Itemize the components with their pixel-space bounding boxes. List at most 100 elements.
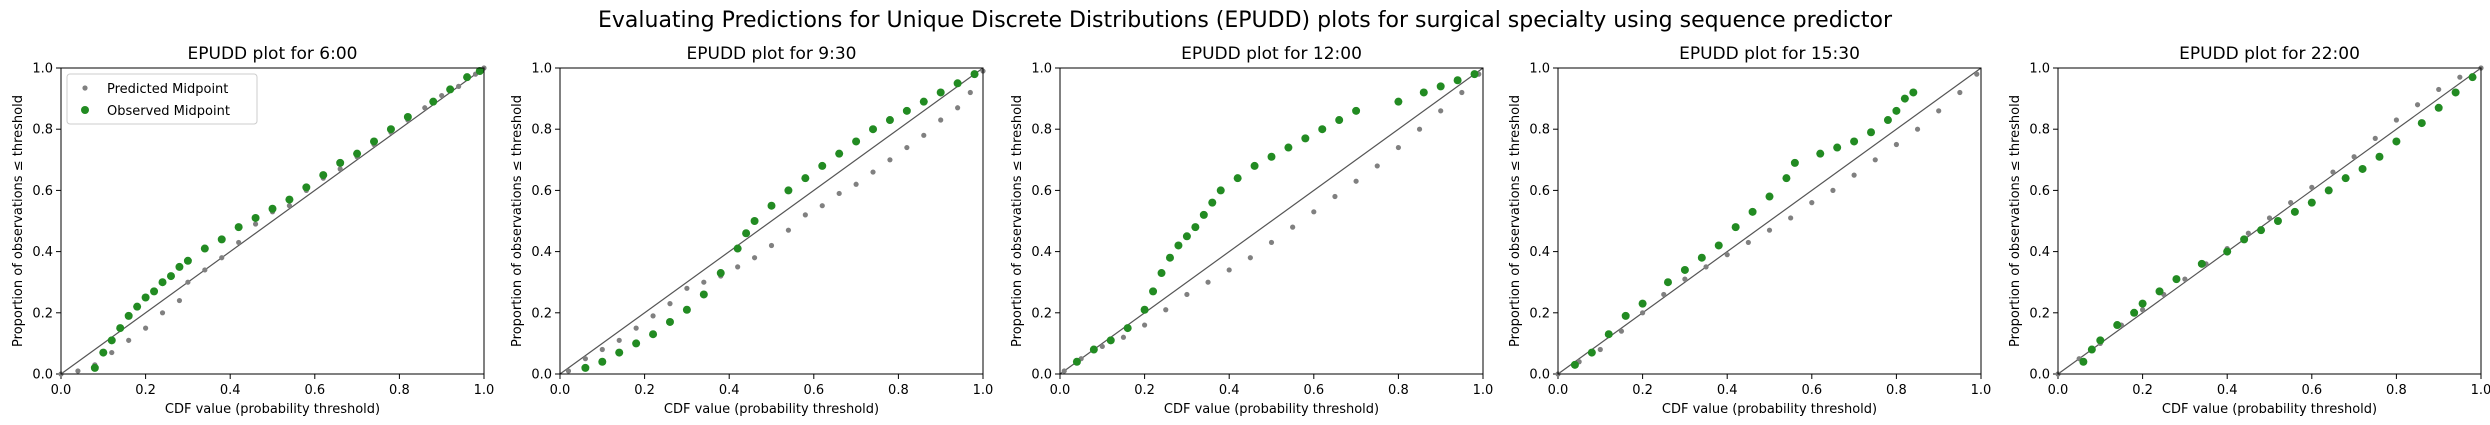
observed-point [1909,88,1918,97]
predicted-point [955,105,961,111]
predicted-point [565,368,572,374]
y-axis-label: Proportion of observations ≤ threshold [1508,95,1523,347]
observed-point [319,171,328,180]
y-tick-label: 0.0 [1031,368,1052,383]
plot-frame [1557,67,1982,375]
predicted-point [143,325,149,331]
reference-diagonal-line [1557,67,1982,375]
observed-point [158,278,167,287]
legend-observed-label: Observed Midpoint [107,104,230,119]
observed-point [699,290,708,299]
predicted-series [565,68,986,374]
observed-series [2079,73,2477,366]
observed-point [2468,73,2477,82]
predicted-point [159,310,166,316]
y-tick-label: 0.0 [1529,368,1550,383]
x-axis-label: CDF value (probability threshold) [1662,402,1877,417]
observed-point [1072,357,1081,366]
y-tick-label: 0.8 [32,123,53,138]
chart-panel-0: EPUDD plot for 6:00 0.0 0.2 0.4 0.6 0.8 1.0 0.0… [11,44,494,417]
observed-point [2223,247,2232,256]
predicted-point [2351,154,2357,160]
observed-point [2113,321,2122,330]
observed-point [124,311,133,320]
y-tick-label: 0.0 [531,368,552,383]
predicted-point [582,356,588,362]
x-axis-label: CDF value (probability threshold) [1164,402,1379,417]
predicted-point [2414,102,2421,108]
predicted-point [337,166,343,172]
observed-point [2324,186,2333,195]
predicted-point [599,346,605,353]
observed-point [1394,97,1403,106]
observed-point [1765,192,1774,201]
x-tick-label: 0.0 [2048,383,2069,398]
x-tick-label: 0.4 [2217,383,2238,398]
observed-point [936,88,945,97]
plot-frame [60,67,485,375]
predicted-point [1459,89,1465,96]
observed-point [1663,278,1672,287]
observed-point [953,79,962,88]
observed-point [1318,125,1327,134]
predicted-point [185,279,191,285]
observed-point [1714,241,1723,250]
predicted-point [2309,184,2315,190]
x-tick-label: 0.6 [2301,383,2322,398]
x-tick-label: 0.8 [1886,383,1907,398]
observed-series [1072,70,1479,366]
chart-title: EPUDD plot for 6:00 [188,44,358,64]
observed-point [1748,207,1757,216]
predicted-point [768,242,775,249]
predicted-point [785,227,792,233]
predicted-point [1974,71,1980,77]
x-tick-label: 0.0 [51,383,72,398]
predicted-point [1661,291,1667,298]
observed-point [2096,336,2105,345]
x-tick-label: 0.6 [803,383,824,398]
predicted-point [802,212,808,218]
x-tick-label: 0.2 [1134,383,1155,398]
observed-series [1570,88,1918,369]
observed-point [1436,82,1445,91]
predicted-point [1142,322,1148,328]
x-tick-label: 1.0 [1971,383,1992,398]
observed-point [2451,88,2460,97]
observed-point [336,158,345,167]
observed-point [217,235,226,244]
predicted-point [1851,172,1857,178]
observed-point [141,293,150,302]
observed-point [919,97,928,106]
y-tick-label: 0.8 [1031,123,1052,138]
legend: Predicted Midpoint Observed Midpoint [66,73,258,125]
x-axis-label: CDF value (probability threshold) [664,402,879,417]
x-tick-label: 0.8 [2386,383,2407,398]
predicted-point [1311,209,1317,215]
y-tick-label: 1.0 [32,62,53,77]
observed-series [581,70,979,372]
observed-point [835,149,844,158]
x-axis-label: CDF value (probability threshold) [2162,402,2377,417]
observed-point [632,339,641,348]
x-tick-label: 0.0 [1050,383,1071,398]
observed-point [1470,70,1479,79]
observed-point [2240,235,2249,244]
predicted-point [1374,163,1380,169]
x-tick-label: 0.2 [1632,383,1653,398]
predicted-point [1745,239,1751,246]
predicted-point [870,169,876,175]
predicted-point [1416,126,1423,132]
x-tick-label: 0.0 [550,383,571,398]
observed-point [1284,143,1293,152]
y-tick-label: 0.2 [1031,306,1052,321]
observed-point [1208,198,1217,207]
observed-point [446,85,455,94]
y-tick-label: 1.0 [2029,62,2050,77]
observed-point [801,174,810,183]
predicted-point [456,83,462,89]
predicted-point [967,89,973,96]
y-tick-label: 0.0 [2029,368,2050,383]
predicted-point [650,313,656,319]
predicted-point [1184,291,1190,298]
observed-point [1900,94,1909,103]
